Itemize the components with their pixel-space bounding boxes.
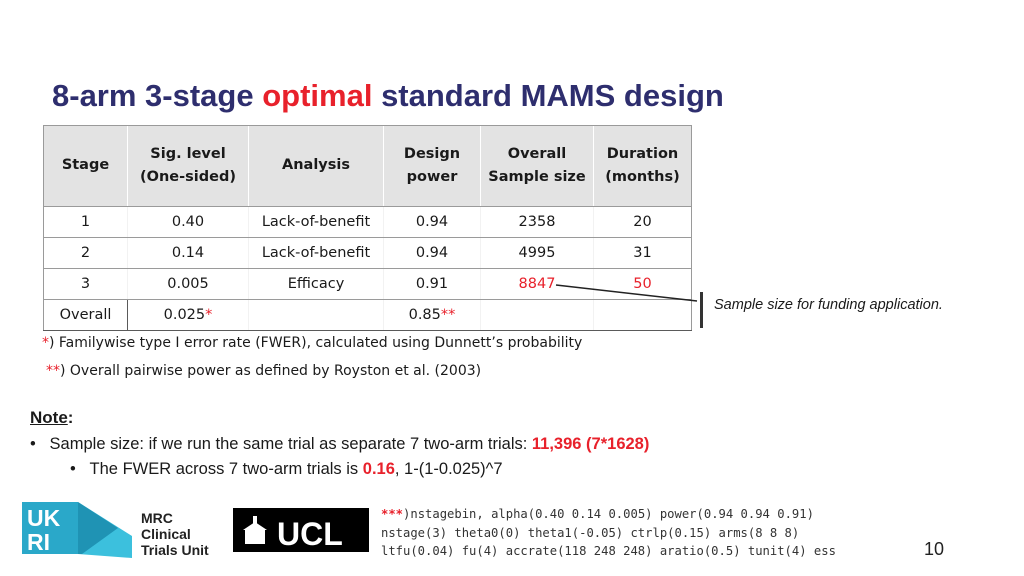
- bullet-marker: •: [30, 435, 36, 453]
- header-sig-level: Sig. level (One-sided): [127, 125, 249, 206]
- table-row: 2 0.14 Lack-of-benefit 0.94 4995 31: [43, 237, 692, 269]
- note-bullet-2: • The FWER across 7 two-arm trials is 0.…: [70, 460, 503, 478]
- cell-overall-sig: 0.025*: [127, 299, 249, 331]
- cell-analysis: Lack-of-benefit: [248, 205, 384, 238]
- cell-duration-highlight: 50: [593, 268, 692, 300]
- page-number: 10: [924, 539, 945, 559]
- header-analysis: Analysis: [248, 125, 384, 206]
- cell-stage: 3: [43, 268, 128, 300]
- title-accent: optimal: [262, 78, 373, 113]
- cell-overall-label: Overall: [43, 299, 128, 331]
- footnote-fwer: *) Familywise type I error rate (FWER), …: [42, 335, 583, 351]
- footnote-power: **) Overall pairwise power as defined by…: [46, 363, 482, 379]
- note-bullet-1: • Sample size: if we run the same trial …: [30, 435, 650, 453]
- note-heading: Note:: [30, 408, 74, 427]
- table-row-overall: Overall 0.025* 0.85**: [43, 299, 692, 331]
- cell-overall-power: 0.85**: [383, 299, 481, 331]
- cell-sample: 4995: [480, 237, 594, 269]
- cell-sample: 2358: [480, 205, 594, 238]
- header-stage: Stage: [43, 125, 128, 206]
- table-row: 1 0.40 Lack-of-benefit 0.94 2358 20: [43, 205, 692, 238]
- cell-duration: 20: [593, 205, 692, 238]
- cell-stage: 2: [43, 237, 128, 269]
- cell-sig: 0.005: [127, 268, 249, 300]
- ukri-logo: UK RI: [22, 502, 132, 558]
- design-table: Stage Sig. level (One-sided) Analysis Des…: [43, 125, 692, 331]
- header-duration: Duration (months): [593, 125, 692, 206]
- bullet-marker: •: [70, 460, 76, 478]
- svg-text:UCL: UCL: [277, 516, 343, 552]
- svg-text:UK: UK: [27, 505, 61, 531]
- cell-power: 0.94: [383, 205, 481, 238]
- mrc-ctu-logo: MRC Clinical Trials Unit: [141, 510, 209, 558]
- cell-sig: 0.40: [127, 205, 249, 238]
- cell-power: 0.91: [383, 268, 481, 300]
- cell-analysis: Efficacy: [248, 268, 384, 300]
- slide-title: 8-arm 3-stage optimal standard MAMS desi…: [52, 78, 724, 114]
- stata-command: ***)nstagebin, alpha(0.40 0.14 0.005) po…: [381, 507, 836, 558]
- header-design-power: Design power: [383, 125, 481, 206]
- cell-stage: 1: [43, 205, 128, 238]
- header-sample-size: Overall Sample size: [480, 125, 594, 206]
- cell-sample-highlight: 8847: [480, 268, 594, 300]
- svg-text:RI: RI: [27, 529, 50, 555]
- ucl-logo: UCL: [233, 508, 369, 552]
- table-row: 3 0.005 Efficacy 0.91 8847 50: [43, 268, 692, 300]
- title-part-3: standard MAMS design: [372, 78, 724, 113]
- cell-power: 0.94: [383, 237, 481, 269]
- table-header-row: Stage Sig. level (One-sided) Analysis Des…: [43, 125, 692, 206]
- cell-analysis: Lack-of-benefit: [248, 237, 384, 269]
- cell-duration: 31: [593, 237, 692, 269]
- callout-text: Sample size for funding application.: [714, 297, 943, 313]
- cell-sig: 0.14: [127, 237, 249, 269]
- callout-bracket: [700, 292, 703, 328]
- title-part-1: 8-arm 3-stage: [52, 78, 263, 113]
